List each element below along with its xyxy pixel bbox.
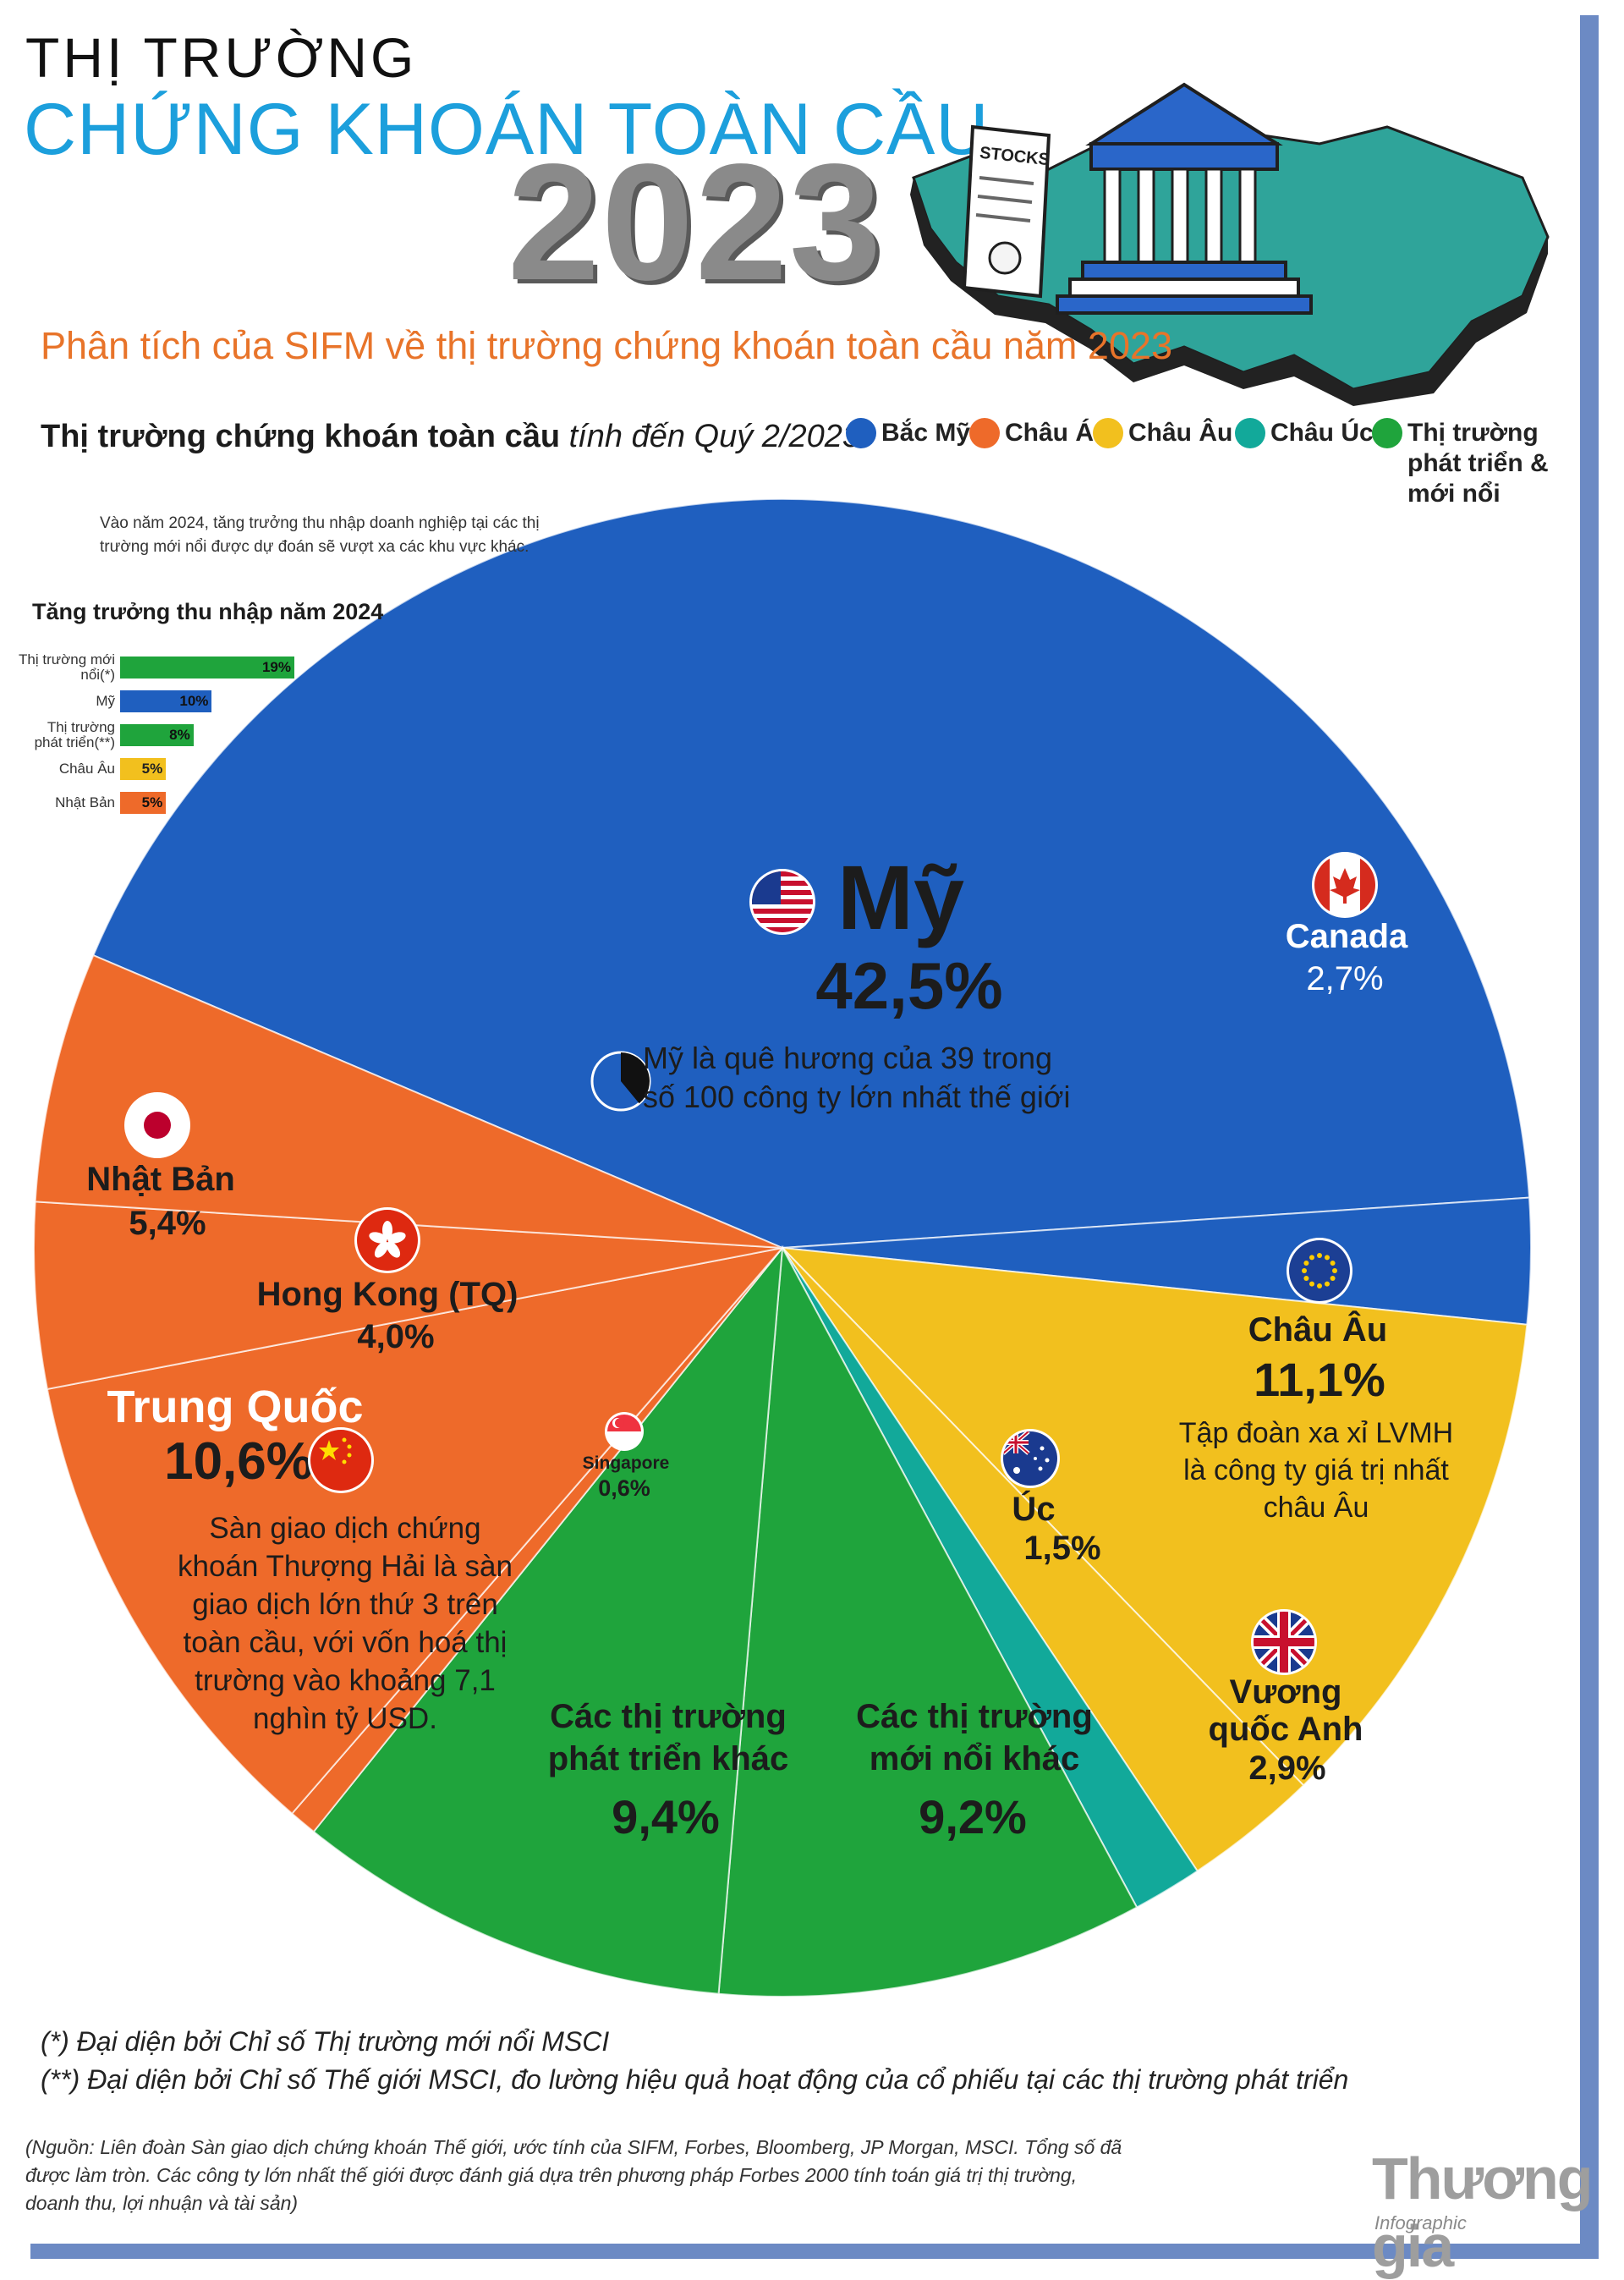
mini-bar-label: Mỹ	[96, 693, 115, 709]
slice-value-trung-quoc: 10,6%	[164, 1432, 313, 1491]
slice-value-nhat-ban: 5,4%	[129, 1205, 206, 1242]
source-note: (Nguồn: Liên đoàn Sàn giao dịch chứng kh…	[25, 2136, 1122, 2214]
mini-bar-label: Thị trường mới nổi(*)	[19, 651, 115, 683]
mini-bar-value: 10%	[179, 693, 209, 709]
earnings-2024-bar-chart: Thị trường mới nổi(*) 19% Mỹ 10% Thị trường …	[17, 652, 304, 826]
legend-label-bac-my: Bắc Mỹ	[881, 419, 971, 447]
pie-slice-my	[92, 497, 1531, 1250]
slice-label-developed-other: Các thị trường phát triển khác	[547, 1698, 789, 1777]
mini-bar-label: Thị trường phát triển(**)	[34, 719, 115, 750]
slice-label-my: Mỹ	[837, 846, 965, 948]
pie-slice-trung-quoc	[46, 1246, 785, 1816]
mini-bar-value: 19%	[261, 659, 291, 675]
mini-bar: 19%	[120, 657, 294, 679]
china-flag-icon	[310, 1430, 371, 1491]
legend-swatch-phat-trien-moi-noi	[1372, 418, 1402, 448]
slice-label-chau-au: Châu Âu	[1248, 1311, 1388, 1349]
title-year: 2023	[508, 129, 884, 315]
eu-flag-icon	[1289, 1240, 1350, 1301]
hongkong-flag-icon	[357, 1210, 418, 1271]
slice-value-uc: 1,5%	[1023, 1530, 1101, 1567]
footnote-2: (**) Đại diện bởi Chỉ số Thế giới MSCI, …	[41, 2064, 1349, 2095]
slice-label-nhat-ban: Nhật Bản	[86, 1161, 235, 1198]
canada-flag-icon	[1314, 854, 1375, 915]
footnote-1: (*) Đại diện bởi Chỉ số Thị trường mới n…	[41, 2026, 610, 2057]
legend-label-chau-au: Châu Âu	[1128, 419, 1233, 447]
slice-value-developed-other: 9,4%	[612, 1790, 720, 1843]
section-title: Thị trường chứng khoán toàn cầu tính đến…	[41, 419, 860, 455]
slice-value-canada: 2,7%	[1306, 960, 1384, 997]
slice-label-emerging-other: Các thị trường mới nổi khác	[856, 1698, 1093, 1777]
mini-bar: 5%	[120, 792, 167, 814]
pie-slice-cac-thi-truong-moi-noi-khac	[717, 1244, 1138, 1998]
legend-label-chau-a: Châu Á	[1005, 419, 1094, 447]
title-line1: THỊ TRƯỜNG	[25, 26, 418, 89]
slice-value-chau-au: 11,1%	[1254, 1353, 1385, 1406]
brand-sub: Infographic	[1374, 2212, 1467, 2233]
section-title-italic: tính đến Quý 2/2023	[568, 419, 860, 454]
slice-label-hong-kong: Hong Kong (TQ)	[256, 1276, 518, 1313]
section-title-bold: Thị trường chứng khoán toàn cầu	[41, 419, 561, 454]
slice-value-uk: 2,9%	[1248, 1750, 1326, 1787]
stocks-certificate-icon: STOCKS	[962, 124, 1051, 299]
legend-swatch-bac-my	[846, 418, 876, 448]
legend-label-chau-uc: Châu Úc	[1270, 419, 1374, 447]
pie-slice-hong-kong-tq	[33, 1200, 783, 1391]
mini-bar-label: Nhật Bản	[55, 794, 115, 810]
pie-slice-nhat-ban	[34, 953, 783, 1249]
slice-note-chau-au: Tập đoàn xa xỉ LVMH là công ty giá trị n…	[1178, 1417, 1454, 1524]
slice-label-canada: Canada	[1285, 918, 1408, 955]
title-line2: CHỨNG KHOÁN TOÀN CẦU	[24, 89, 990, 170]
slice-label-singapore: Singapore	[582, 1453, 670, 1473]
us-flag-icon	[752, 871, 813, 932]
legend-swatch-chau-uc	[1235, 418, 1265, 448]
japan-flag-icon	[127, 1095, 188, 1156]
subtitle: Phân tích của SIFM về thị trường chứng k…	[41, 324, 1173, 367]
mini-bar-label: Châu Âu	[58, 761, 115, 777]
frame-bottom-bar	[30, 2244, 1599, 2259]
us-companies-fraction-icon	[590, 1051, 651, 1112]
mini-bar: 10%	[120, 690, 212, 712]
mini-bar: 5%	[120, 758, 167, 780]
slice-note-trung-quoc: Sàn giao dịch chứng khoán Thượng Hải là …	[178, 1512, 513, 1735]
mini-bar: 8%	[120, 724, 194, 746]
singapore-flag-icon	[607, 1415, 641, 1448]
earnings-2024-note: Vào năm 2024, tăng trưởng thu nhập doanh…	[100, 514, 540, 556]
slice-label-uk: Vương quốc Anh	[1208, 1673, 1363, 1748]
slice-label-trung-quoc: Trung Quốc	[107, 1382, 364, 1432]
slice-value-singapore: 0,6%	[598, 1475, 650, 1501]
slice-value-emerging-other: 9,2%	[919, 1790, 1027, 1843]
stock-exchange-illustration: STOCKS	[910, 82, 1550, 406]
slice-label-uc: Úc	[1012, 1491, 1056, 1528]
australia-flag-icon	[1003, 1431, 1057, 1486]
frame-right-bar	[1580, 15, 1599, 2257]
earnings-2024-title: Tăng trưởng thu nhập năm 2024	[32, 599, 384, 624]
mini-bar-value: 8%	[169, 727, 190, 743]
pie-slice-cac-thi-truong-phat-trien-khac	[312, 1244, 784, 1995]
slice-value-my: 42,5%	[815, 948, 1003, 1023]
slice-value-hong-kong: 4,0%	[357, 1318, 435, 1355]
legend-swatch-chau-a	[969, 418, 1000, 448]
pie-slice-chau-au	[780, 1246, 1528, 1787]
legend-label-phat-trien-moi-noi: Thị trường phát triển & mới nổi	[1407, 419, 1549, 508]
uk-flag-icon	[1254, 1612, 1314, 1673]
slice-note-my: Mỹ là quê hương của 39 trong số 100 công…	[643, 1041, 1071, 1114]
inset-pie-slice	[621, 1052, 650, 1104]
bank-building-icon	[1056, 82, 1313, 315]
legend: Bắc Mỹ Châu Á Châu Âu Châu Úc Thị trường…	[846, 418, 1556, 536]
legend-swatch-chau-au	[1093, 418, 1123, 448]
mini-bar-value: 5%	[141, 761, 163, 777]
mini-bar-value: 5%	[141, 794, 163, 810]
